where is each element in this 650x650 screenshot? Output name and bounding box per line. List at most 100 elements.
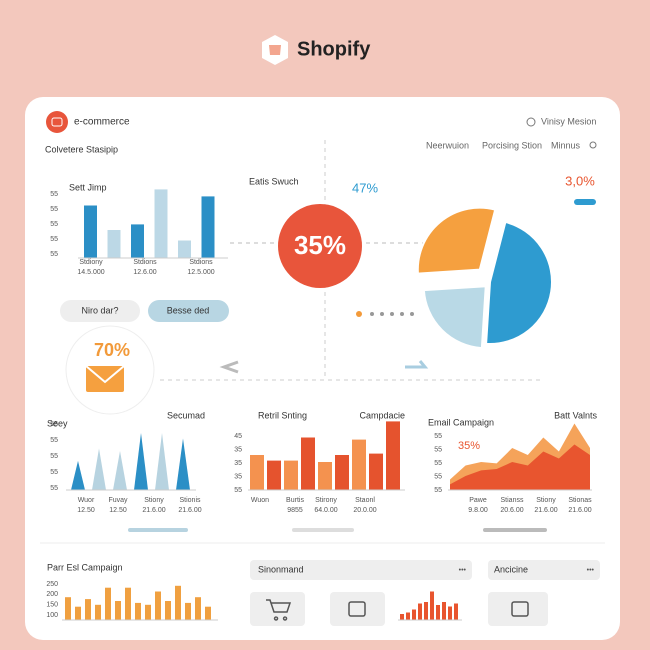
- legend-chip: [574, 199, 596, 205]
- page-dot[interactable]: [390, 312, 394, 316]
- axis-label: 55: [50, 236, 58, 243]
- panel-title[interactable]: Ancicine: [494, 564, 528, 574]
- icon-tile[interactable]: [250, 592, 305, 626]
- bar: [406, 612, 410, 620]
- axis-label: 55: [50, 191, 58, 198]
- button-label[interactable]: Niro dar?: [81, 305, 118, 315]
- bar: [412, 609, 416, 620]
- search-icon[interactable]: [589, 141, 597, 149]
- chart-title: Seey: [47, 418, 68, 428]
- scrollbar[interactable]: [128, 528, 188, 532]
- nav-item[interactable]: Neerwuion: [426, 140, 469, 150]
- basket-icon: [348, 601, 366, 617]
- spike: [176, 438, 190, 490]
- arrow: [405, 360, 429, 369]
- pie-label: 47%: [352, 180, 378, 195]
- panel-header[interactable]: [250, 560, 472, 580]
- axis-label: 55: [50, 421, 58, 428]
- page-dot[interactable]: [410, 312, 414, 316]
- category-value: 12.6.00: [133, 269, 156, 276]
- page-dot[interactable]: [400, 312, 404, 316]
- bar: [386, 421, 400, 490]
- bar: [442, 602, 446, 620]
- axis-label: 35: [234, 473, 242, 480]
- icon-tile[interactable]: [330, 592, 385, 626]
- button[interactable]: [60, 300, 140, 322]
- bar: [115, 601, 121, 620]
- axis-label: 55: [50, 251, 58, 258]
- category-value: 12.50: [109, 507, 127, 514]
- category-value: 20.0.00: [353, 507, 376, 514]
- chart-title: Retril Snting: [258, 410, 307, 420]
- page-dot[interactable]: [370, 312, 374, 316]
- bar: [154, 189, 168, 258]
- nav-item[interactable]: Porcising Stion: [482, 140, 542, 150]
- scrollbar[interactable]: [292, 528, 354, 532]
- button[interactable]: [148, 300, 229, 322]
- axis-label: 150: [46, 602, 58, 609]
- scrollbar[interactable]: [483, 528, 547, 532]
- category-label: Pawe: [469, 497, 487, 504]
- subtitle: Colvetere Stasipip: [45, 144, 118, 154]
- bar: [175, 585, 181, 620]
- category-label: Stionas: [568, 497, 592, 504]
- bar: [155, 591, 161, 620]
- bar: [335, 455, 349, 490]
- bar: [131, 224, 144, 258]
- axis-label: 250: [46, 581, 58, 588]
- bar: [165, 601, 171, 620]
- panel-header[interactable]: [488, 560, 600, 580]
- chart-subtitle: Campdacie: [359, 410, 405, 420]
- axis-label: 55: [50, 453, 58, 460]
- spike: [155, 432, 169, 490]
- category-label: Wuor: [78, 497, 95, 504]
- axis-label: 55: [50, 437, 58, 444]
- panel-menu[interactable]: •••: [587, 567, 595, 574]
- bar: [178, 240, 191, 258]
- category-value: 20.6.00: [500, 507, 523, 514]
- category-label: Stionis: [179, 497, 201, 504]
- envelope: [86, 366, 124, 392]
- area: [450, 444, 590, 490]
- brand-name: Shopify: [297, 38, 371, 60]
- bar: [84, 205, 97, 258]
- axis-label: 45: [234, 433, 242, 440]
- spike: [134, 432, 148, 490]
- icon-tile[interactable]: [488, 592, 548, 626]
- page-dot[interactable]: [356, 311, 362, 317]
- category-label: Stirony: [315, 497, 337, 504]
- category-value: 14.5.000: [77, 269, 104, 276]
- spike: [113, 450, 127, 490]
- axis-label: 55: [434, 487, 442, 494]
- panel-title[interactable]: Sinonmand: [258, 564, 304, 574]
- category-label: Stiony: [536, 497, 556, 504]
- bar: [436, 605, 440, 620]
- bar: [250, 455, 264, 490]
- bar: [201, 196, 215, 258]
- category-label: Stdions: [133, 259, 157, 266]
- axis-label: 55: [434, 446, 442, 453]
- bar: [267, 460, 281, 490]
- bar: [369, 453, 383, 490]
- envelope-flap: [85, 365, 125, 384]
- user-icon[interactable]: [526, 117, 536, 127]
- pie-label: 3,0%: [565, 173, 595, 188]
- app-icon-glyph: [51, 117, 63, 127]
- user-name[interactable]: Vinisy Mesion: [541, 116, 596, 126]
- chart-title: Sett Jimp: [69, 182, 107, 192]
- axis-label: 55: [434, 433, 442, 440]
- axis-label: 55: [50, 221, 58, 228]
- category-value: 12.5.000: [187, 269, 214, 276]
- cart-icon: [266, 599, 292, 621]
- page-dot[interactable]: [380, 312, 384, 316]
- category-label: Staonl: [355, 497, 375, 504]
- panel-menu[interactable]: •••: [459, 567, 467, 574]
- category-label: Fuvay: [108, 497, 128, 504]
- email-badge-value: 70%: [94, 340, 130, 360]
- axis-label: 55: [434, 460, 442, 467]
- button-label[interactable]: Besse ded: [167, 305, 210, 315]
- axis-label: 200: [46, 591, 58, 598]
- nav-item[interactable]: Minnus: [551, 140, 581, 150]
